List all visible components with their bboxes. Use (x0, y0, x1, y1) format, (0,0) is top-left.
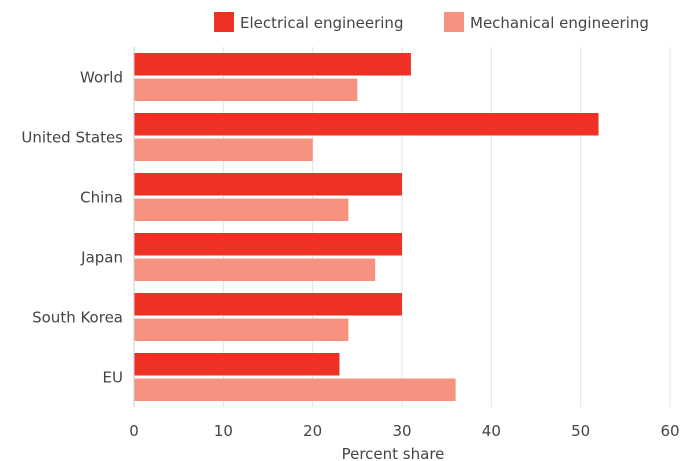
bar-electrical (134, 53, 411, 76)
x-tick-label: 20 (303, 422, 322, 440)
legend-swatch (444, 12, 464, 32)
bar-mechanical (134, 198, 349, 221)
legend: Electrical engineering Mechanical enginee… (214, 12, 649, 32)
category-label: United States (21, 129, 123, 147)
category-label: EU (103, 369, 123, 387)
bar-electrical (134, 113, 599, 136)
legend-swatch (214, 12, 234, 32)
bar-electrical (134, 173, 402, 196)
bar-mechanical (134, 318, 349, 341)
category-label: South Korea (32, 309, 123, 327)
bar-electrical (134, 353, 340, 376)
x-tick-label: 10 (214, 422, 233, 440)
bar-mechanical (134, 378, 456, 401)
category-labels: World United States China Japan South Korea E… (21, 69, 123, 387)
bar-mechanical (134, 78, 358, 101)
legend-label: Electrical engineering (240, 14, 403, 32)
x-tick-label: 50 (571, 422, 590, 440)
x-tick-label: 30 (392, 422, 411, 440)
x-tick-label: 40 (482, 422, 501, 440)
category-label: World (80, 69, 123, 87)
bar-electrical (134, 293, 402, 316)
bars (134, 53, 599, 401)
x-axis-title: Percent share (342, 445, 445, 461)
bar-mechanical (134, 138, 313, 161)
category-label: China (80, 189, 123, 207)
legend-label: Mechanical engineering (470, 14, 649, 32)
x-tick-labels: 0 10 20 30 40 50 60 (129, 422, 679, 440)
bar-mechanical (134, 258, 376, 281)
category-label: Japan (80, 249, 123, 267)
gridlines (222, 47, 671, 407)
bar-electrical (134, 233, 402, 256)
x-tick-label: 60 (660, 422, 679, 440)
x-tick-label: 0 (129, 422, 139, 440)
